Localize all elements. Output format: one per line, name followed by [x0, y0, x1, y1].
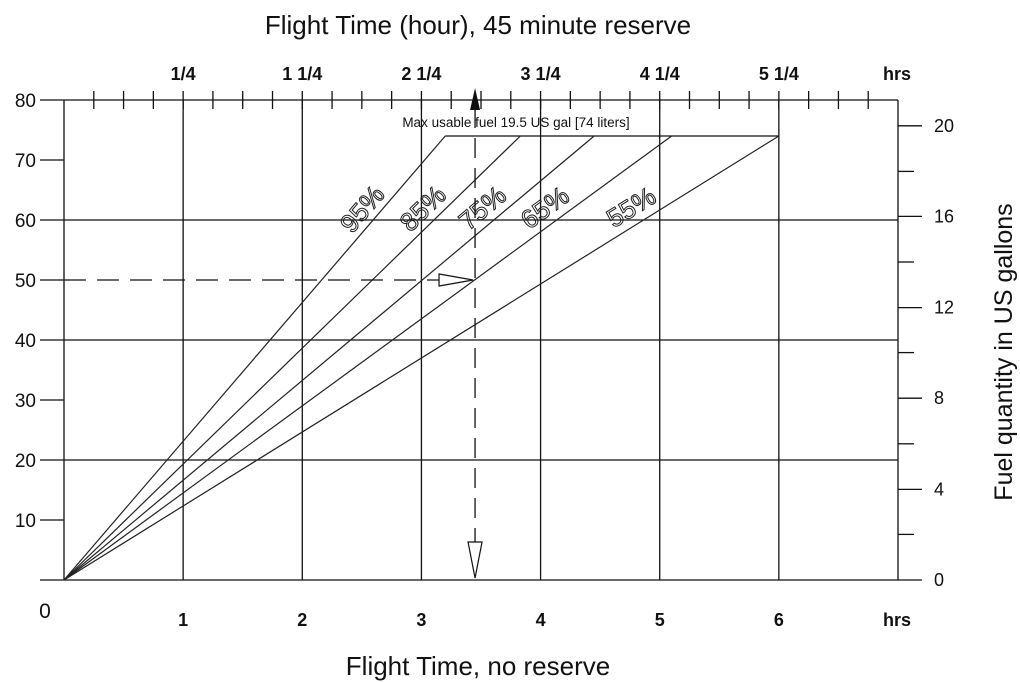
y-left-tick-label: 70: [15, 151, 36, 172]
x-tick-label: 4: [536, 610, 546, 630]
example-arrow-down: [467, 541, 483, 579]
y-left-tick-label: 50: [15, 271, 36, 292]
top-unit-label: hrs: [883, 64, 911, 84]
power-line: [63, 135, 446, 581]
y-right-tick-label: 20: [934, 116, 954, 136]
y-left-tick-label: 30: [15, 391, 36, 412]
power-line: [63, 135, 672, 581]
top-tick-label: 3 1/4: [521, 64, 561, 84]
power-line: [63, 135, 521, 581]
power-line-label: 85%: [394, 179, 452, 237]
x-unit-label: hrs: [883, 610, 911, 630]
power-line-label: 55%: [601, 181, 661, 234]
x-axis-title: Flight Time, no reserve: [346, 651, 610, 681]
x-tick-label: 5: [655, 610, 665, 630]
example-arrow-right: [438, 273, 474, 287]
max-fuel-label: Max usable fuel 19.5 US gal [74 liters]: [402, 115, 629, 130]
x-tick-label: 6: [774, 610, 784, 630]
y-right-tick-label: 4: [934, 479, 944, 499]
top-tick-label: 1/4: [171, 64, 196, 84]
right-axis-title: Fuel quantity in US gallons: [990, 203, 1018, 500]
power-line: [63, 135, 595, 581]
x-tick-label: 1: [178, 610, 188, 630]
y-right-tick-label: 12: [934, 298, 954, 318]
y-left-tick-label: 80: [15, 91, 36, 112]
power-line: [63, 135, 780, 581]
y-left-tick-label: 60: [15, 211, 36, 232]
y-left-tick-label: 40: [15, 331, 36, 352]
y-right-tick-label: 0: [934, 570, 944, 590]
y-right-tick-label: 16: [934, 206, 954, 226]
chart-title: Flight Time (hour), 45 minute reserve: [265, 10, 691, 40]
top-tick-label: 1 1/4: [282, 64, 322, 84]
example-arrow-up: [470, 88, 481, 110]
power-line-label: 75%: [453, 180, 512, 236]
y-right-tick-label: 8: [934, 388, 944, 408]
y-left-tick-label: 20: [15, 451, 36, 472]
x-tick-label: 2: [297, 610, 307, 630]
power-line-label: 65%: [515, 180, 575, 235]
top-tick-label: 2 1/4: [401, 64, 441, 84]
y-left-tick-label: 10: [15, 511, 36, 532]
top-tick-label: 5 1/4: [759, 64, 799, 84]
origin-label: 0: [39, 600, 51, 623]
x-tick-label: 3: [416, 610, 426, 630]
top-tick-label: 4 1/4: [640, 64, 680, 84]
